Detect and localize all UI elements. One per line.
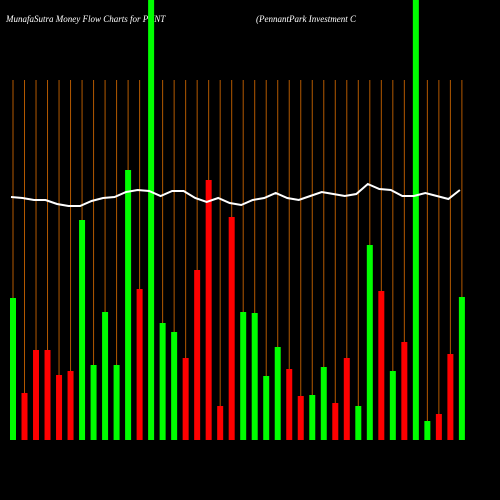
bar	[447, 354, 454, 440]
bar	[90, 365, 97, 440]
bar	[286, 369, 293, 440]
bar	[79, 220, 86, 440]
bar	[401, 342, 408, 440]
money-flow-line	[10, 182, 461, 207]
bar	[182, 358, 189, 440]
bar	[412, 0, 419, 440]
bar	[217, 406, 224, 440]
bar	[355, 406, 362, 440]
bar	[320, 367, 327, 440]
bar	[435, 414, 442, 440]
bar	[309, 395, 316, 440]
bar	[366, 245, 373, 440]
chart-title: MunafaSutra Money Flow Charts for PNNT	[5, 14, 166, 24]
bar	[148, 0, 155, 440]
bar	[113, 365, 120, 440]
bar	[228, 217, 235, 440]
bar	[263, 376, 270, 440]
bar	[205, 180, 212, 440]
bar	[343, 358, 350, 440]
bar	[171, 332, 178, 440]
bar	[21, 393, 28, 440]
bar	[159, 323, 166, 440]
bar	[378, 291, 385, 440]
bar	[297, 396, 304, 440]
bar	[44, 350, 51, 440]
bar	[56, 375, 63, 440]
bar	[240, 312, 247, 440]
bar	[102, 312, 109, 440]
bar	[424, 421, 431, 440]
bar	[10, 298, 16, 440]
bar	[389, 371, 396, 440]
bar	[458, 297, 465, 440]
chart-subtitle: (PennantPark Investment C	[256, 14, 357, 24]
bar	[274, 347, 281, 440]
bar	[33, 350, 40, 440]
bar	[332, 403, 339, 440]
bar	[136, 289, 143, 440]
bar	[251, 313, 258, 440]
bar	[194, 270, 201, 440]
bar	[125, 170, 132, 440]
bar	[67, 371, 74, 440]
